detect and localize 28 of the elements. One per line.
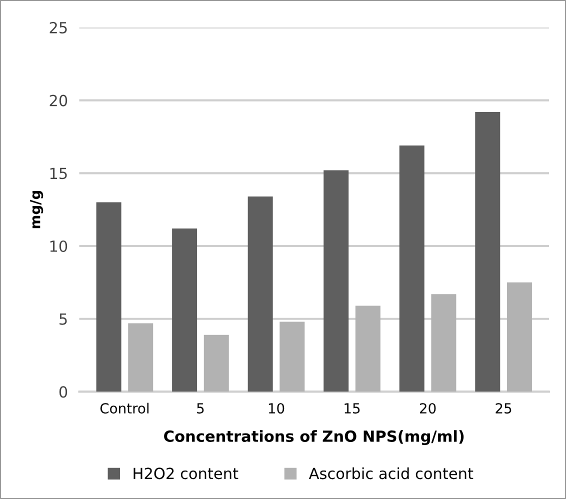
x-tick-label: 20 bbox=[420, 403, 436, 414]
bar bbox=[248, 196, 273, 392]
y-axis-title: mg/g bbox=[30, 191, 44, 228]
bar bbox=[128, 323, 154, 392]
y-tick-label: 10 bbox=[50, 240, 68, 252]
bar bbox=[280, 322, 305, 392]
y-tick-label: 15 bbox=[50, 168, 67, 180]
x-tick-label: Control bbox=[100, 402, 148, 414]
x-tick-label: 5 bbox=[197, 403, 204, 414]
x-tick-label: 10 bbox=[268, 403, 284, 414]
bar bbox=[96, 202, 122, 392]
bar bbox=[172, 228, 198, 392]
legend-label: H2O2 content bbox=[134, 468, 238, 480]
y-tick-label: 5 bbox=[60, 314, 67, 325]
y-tick-label: 20 bbox=[50, 94, 68, 106]
bar bbox=[324, 170, 349, 392]
legend-label: Ascorbic acid content bbox=[308, 467, 474, 480]
y-tick-label: 25 bbox=[50, 22, 67, 34]
x-tick-label: 25 bbox=[496, 403, 512, 414]
bar bbox=[399, 145, 424, 392]
bar bbox=[431, 294, 456, 392]
x-tick-label: 15 bbox=[344, 403, 360, 414]
bar bbox=[506, 282, 532, 392]
y-tick-label: 0 bbox=[59, 386, 68, 398]
bar bbox=[204, 334, 229, 392]
x-axis-title: Concentrations of ZnO NPS(mg/ml) bbox=[164, 430, 464, 446]
bar bbox=[475, 112, 500, 392]
bar bbox=[355, 306, 380, 392]
